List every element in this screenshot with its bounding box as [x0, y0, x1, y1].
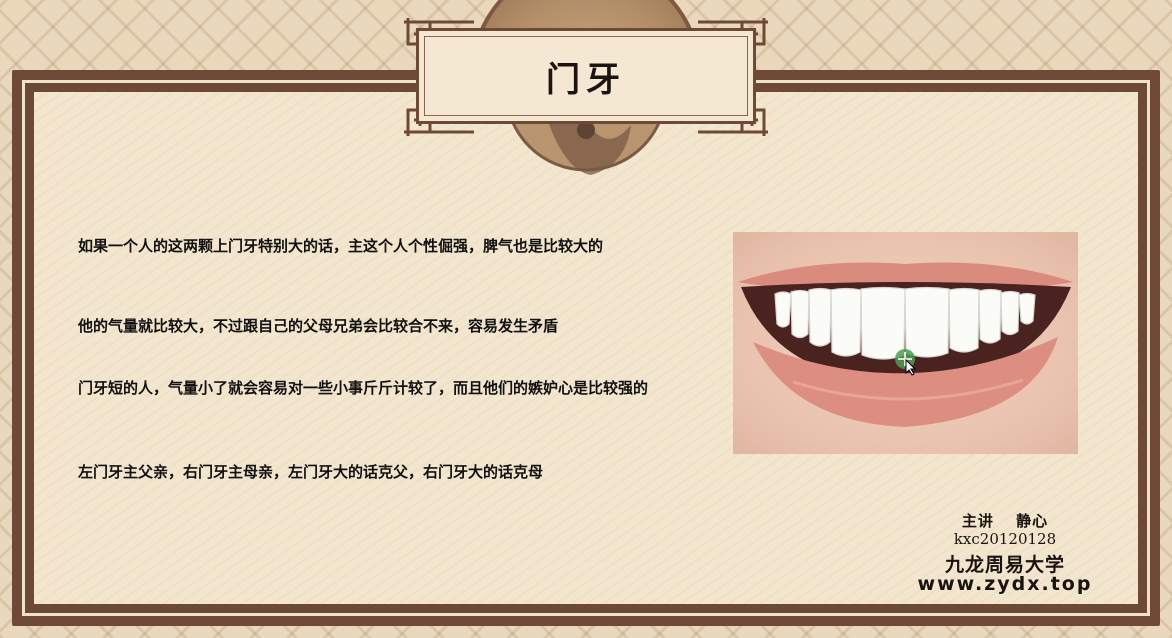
slide-title: 门牙 — [546, 59, 626, 100]
presenter-label: 主讲 静心 — [961, 512, 1049, 530]
website-link[interactable]: www.zydx.top — [917, 573, 1093, 595]
content-panel — [34, 92, 1138, 604]
move-cursor-icon — [895, 349, 917, 376]
paragraph-1: 如果一个人的这两颗上门牙特别大的话，主这个人个性倔强，脾气也是比较大的 — [78, 237, 604, 255]
paragraph-2: 他的气量就比较大，不过跟自己的父母兄弟会比较合不来，容易发生矛盾 — [78, 317, 559, 335]
teeth-photo — [733, 232, 1078, 454]
organization-name: 九龙周易大学 — [944, 554, 1065, 576]
presenter-id: kxc20120128 — [953, 530, 1057, 548]
paragraph-3: 门牙短的人，气量小了就会容易对一些小事斤斤计较了，而且他们的嫉妒心是比较强的 — [78, 379, 649, 397]
title-box: 门牙 — [416, 28, 756, 124]
paragraph-4: 左门牙主父亲，右门牙主母亲，左门牙大的话克父，右门牙大的话克母 — [78, 463, 544, 481]
